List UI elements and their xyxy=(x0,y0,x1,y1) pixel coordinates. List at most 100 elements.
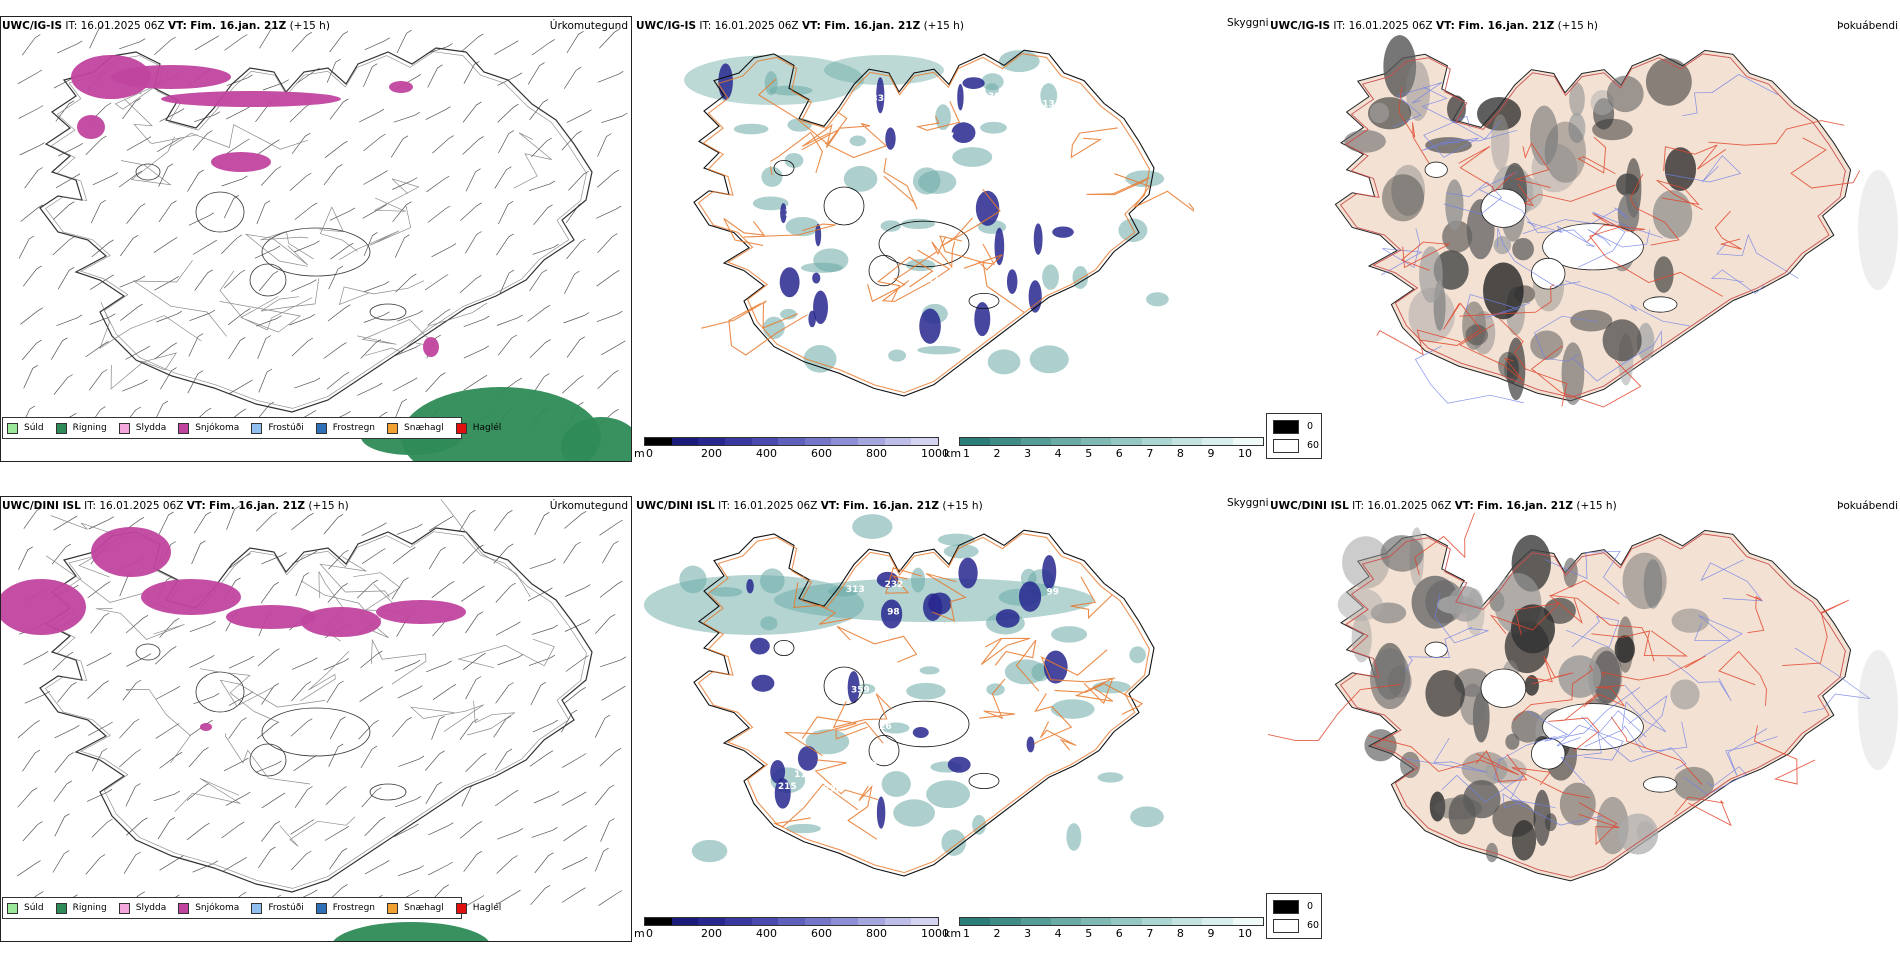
legend-item-snæhagl: Snæhagl xyxy=(387,902,444,914)
fog-index-map-canvas xyxy=(1334,35,1898,408)
fog-legend-dark-swatch xyxy=(1273,420,1299,434)
colorbar-metres-strip xyxy=(644,917,939,926)
colorbar-tick-label: 0 xyxy=(646,447,653,460)
visibility-value-label: 100 xyxy=(963,644,982,654)
colorbar-metres: m 0 200 400 600 800 1000 xyxy=(634,437,949,461)
legend-swatch xyxy=(178,902,190,914)
colorbar-metres-strip xyxy=(644,437,939,446)
legend-swatch xyxy=(178,422,190,434)
legend-swatch xyxy=(55,422,67,434)
legend-label: Frostregn xyxy=(332,903,376,913)
colorbar-tick-label: 6 xyxy=(1115,447,1123,460)
legend-item-súld: Súld xyxy=(7,422,44,434)
fog-legend-light-swatch xyxy=(1273,919,1299,933)
panel-title: UWC/DINI ISL IT: 16.01.2025 06Z VT: Fim.… xyxy=(1270,500,1617,512)
param-label-fog: Þokuábendi xyxy=(1837,20,1898,32)
colorbar-tick-label: 3 xyxy=(1024,927,1032,940)
visibility-value-label: 332 xyxy=(871,94,890,104)
colorbar-tick-label: 4 xyxy=(1054,927,1062,940)
visibility-value-label: 29 xyxy=(785,208,798,218)
colorbar-tick-label: 5 xyxy=(1085,927,1093,940)
colorbar-km: km 1 2 3 4 5 6 7 8 9 10 xyxy=(944,917,1264,941)
colorbar-tick-label: 200 xyxy=(701,447,722,460)
colorbar-tick-label: 10 xyxy=(1238,927,1252,940)
colorbar-tick-label: 600 xyxy=(811,447,832,460)
vt-value: Fim. 16.jan. 21Z xyxy=(1477,500,1573,512)
legend-item-frostregn: Frostregn xyxy=(315,902,376,914)
legend-swatch xyxy=(7,422,18,434)
visibility-value-label: 226 xyxy=(873,722,892,732)
model-name: UWC/IG-IS xyxy=(636,20,697,32)
lead-time: (+15 h) xyxy=(942,500,983,512)
lead-time: (+15 h) xyxy=(1576,500,1617,512)
visibility-value-label: 359 xyxy=(851,686,870,696)
model-name: UWC/DINI ISL xyxy=(636,500,715,512)
it-label: IT: xyxy=(84,500,97,512)
vt-value: Fim. 16.jan. 21Z xyxy=(1458,20,1555,32)
visibility-panel: 644 232 226 296 210 100 215 226 359 313 332 99 114 98… xyxy=(634,480,1326,950)
colorbar-tick-label: 7 xyxy=(1146,927,1154,940)
legend-label: Slydda xyxy=(135,423,167,433)
it-label: IT: xyxy=(1333,20,1346,32)
legend-item-frostregn: Frostregn xyxy=(315,422,375,434)
precip-type-panel: UWC/DINI ISL IT: 16.01.2025 06Z VT: Fim.… xyxy=(0,480,634,950)
colorbar-unit: m xyxy=(634,447,645,460)
visibility-value-label: 288 xyxy=(851,318,870,328)
visibility-value-label: 313 xyxy=(846,585,865,595)
fog-legend-light-label: 60 xyxy=(1307,920,1320,931)
colorbar-tick-label: 8 xyxy=(1176,927,1184,940)
visibility-value-label: 215 xyxy=(778,782,797,792)
visibility-value-label: 111 xyxy=(927,275,946,285)
vt-label: VT: xyxy=(186,500,206,512)
legend-item-snjókoma: Snjókoma xyxy=(178,902,240,914)
legend-item-rigning: Rigning xyxy=(55,902,107,914)
colorbar-km-strip xyxy=(959,437,1264,446)
param-label-ptype: Úrkomutegund xyxy=(549,20,628,32)
visibility-value-label: 384 xyxy=(988,92,1007,102)
legend-swatch xyxy=(455,422,467,434)
legend-label: Snæhagl xyxy=(404,903,444,913)
colorbar-tick-label: 200 xyxy=(701,927,722,940)
vt-label: VT: xyxy=(1454,500,1474,512)
forecast-row-dini-isl: UWC/DINI ISL IT: 16.01.2025 06Z VT: Fim.… xyxy=(0,480,1900,955)
legend-label: Snæhagl xyxy=(404,423,444,433)
precip-type-panel: UWC/IG-IS IT: 16.01.2025 06Z VT: Fim. 16… xyxy=(0,0,634,470)
legend-label: Súld xyxy=(24,903,44,913)
vt-value: Fim. 16.jan. 21Z xyxy=(843,500,939,512)
legend-label: Haglél xyxy=(472,903,502,913)
visibility-map-canvas: 644 232 226 296 210 100 215 226 359 313 332 99 114 98… xyxy=(644,514,1164,877)
it-label: IT: xyxy=(1352,500,1365,512)
colorbar-metres: m 0 200 400 600 800 1000 xyxy=(634,917,949,941)
it-label: IT: xyxy=(718,500,731,512)
legend-label: Snjókoma xyxy=(195,903,240,913)
legend-label: Súld xyxy=(24,423,44,433)
visibility-value-label: 98 xyxy=(887,607,900,617)
vt-label: VT: xyxy=(820,500,840,512)
legend-item-frostúði: Frostúði xyxy=(251,422,304,434)
vt-label: VT: xyxy=(1435,20,1455,32)
visibility-value-label: 887 xyxy=(936,132,955,142)
legend-item-slydda: Slydda xyxy=(118,902,166,914)
colorbar-tick-label: 600 xyxy=(811,927,832,940)
legend-swatch xyxy=(118,902,130,914)
colorbar-tick-label: 2 xyxy=(993,927,1001,940)
legend-swatch xyxy=(455,902,467,914)
fog-index-legend: 0 60 xyxy=(1266,413,1322,459)
visibility-value-label: 210 xyxy=(803,570,822,580)
colorbar-tick-label: 0 xyxy=(646,927,653,940)
legend-item-slydda: Slydda xyxy=(118,422,167,434)
colorbar-unit: km xyxy=(944,927,962,940)
legend-swatch xyxy=(251,422,263,434)
fog-legend-dark-label: 0 xyxy=(1307,421,1314,432)
visibility-value-label: 85 xyxy=(956,294,969,304)
lead-time: (+15 h) xyxy=(308,500,349,512)
legend-swatch xyxy=(387,902,399,914)
param-label-visibility: Skyggni xyxy=(1227,497,1269,509)
legend-swatch xyxy=(55,902,67,914)
visibility-panel: 288 85 887 384 332 98 111 324 117 29 13 UWC/IG-IS … xyxy=(634,0,1326,470)
visibility-value-label: 324 xyxy=(978,167,997,177)
fog-legend-light-label: 60 xyxy=(1307,440,1320,451)
legend-label: Snjókoma xyxy=(195,423,240,433)
precip-type-map-canvas xyxy=(1,499,627,941)
precip-type-map-canvas xyxy=(17,25,631,461)
